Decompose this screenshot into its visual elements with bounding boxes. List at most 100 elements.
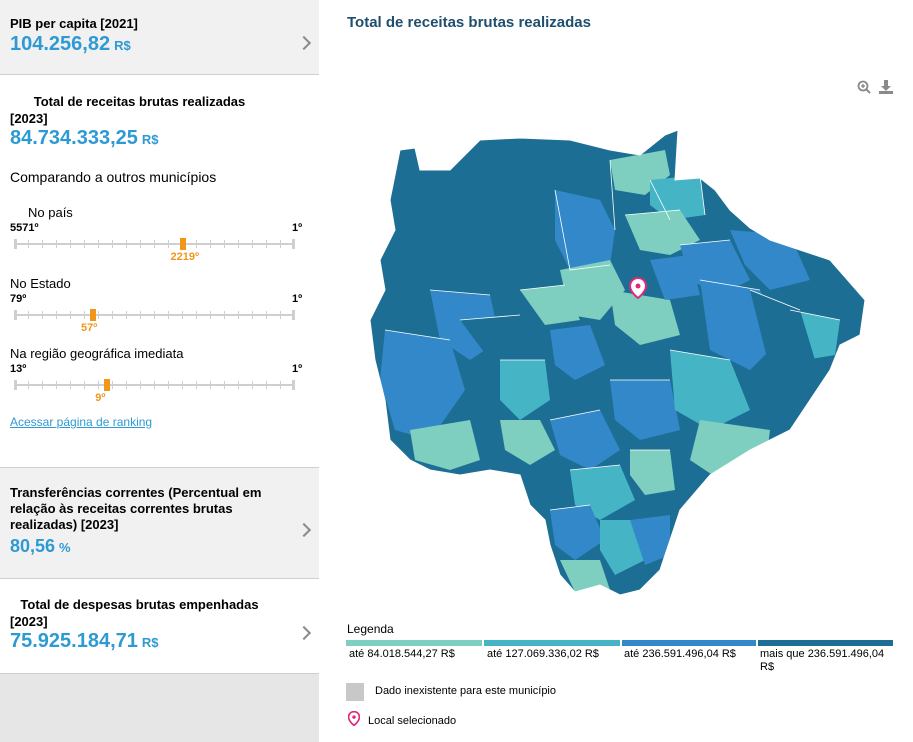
choropleth-map[interactable]: [370, 120, 870, 600]
ranking-tick: [112, 381, 113, 389]
download-icon[interactable]: [879, 80, 893, 94]
map-title: Total de receitas brutas realizadas: [347, 14, 591, 31]
map-region[interactable]: [610, 380, 680, 440]
map-region[interactable]: [550, 410, 620, 470]
chevron-right-icon[interactable]: [296, 35, 312, 51]
ranking-tick: [14, 310, 17, 320]
despesas-unit: R$: [141, 635, 159, 650]
ranking-track: [14, 238, 295, 250]
ranking-tick: [224, 311, 225, 319]
chevron-right-icon[interactable]: [296, 522, 312, 538]
map-region[interactable]: [500, 420, 555, 465]
ranking-tick: [168, 381, 169, 389]
map-region[interactable]: [550, 505, 605, 560]
ranking-tick: [126, 311, 127, 319]
despesas-year: [2023]: [10, 614, 48, 629]
map-region[interactable]: [630, 450, 675, 495]
ranking-marker: [104, 379, 111, 391]
legend-label-1: até 84.018.544,27 R$: [349, 648, 455, 660]
legend-label-2: até 127.069.336,02 R$: [487, 648, 599, 660]
pib-card[interactable]: PIB per capita [2021] 104.256,82 R$: [0, 0, 319, 75]
legend-title: Legenda: [347, 622, 394, 636]
ranking-tick: [280, 240, 281, 248]
receitas-title: Total de receitas brutas realizadas: [33, 94, 246, 109]
map-region[interactable]: [550, 325, 605, 380]
despesas-value: 75.925.184,71: [10, 630, 138, 652]
transferencias-card[interactable]: Transferências correntes (Percentual em …: [0, 468, 319, 579]
ranking-value: 2219º: [170, 251, 200, 263]
ranking-tick: [98, 240, 99, 248]
ranking-value: 57º: [80, 322, 98, 334]
ranking-tick: [210, 311, 211, 319]
despesas-card[interactable]: Total de despesas brutas empenhadas [202…: [0, 579, 319, 674]
ranking-tick: [154, 311, 155, 319]
ranking-tick: [266, 381, 267, 389]
map-region[interactable]: [555, 190, 615, 270]
map-region[interactable]: [630, 515, 670, 565]
location-pin-icon[interactable]: [628, 276, 648, 300]
transferencias-value: 80,56: [10, 536, 56, 556]
map-region[interactable]: [560, 260, 625, 320]
ranking-tick: [238, 311, 239, 319]
ranking-tick: [266, 240, 267, 248]
ranking-tick: [126, 381, 127, 389]
ranking-link[interactable]: Acessar página de ranking: [10, 415, 153, 429]
ranking-tick: [84, 311, 85, 319]
ranking-tick: [168, 311, 169, 319]
map-region[interactable]: [600, 520, 645, 575]
ranking-tick: [182, 311, 183, 319]
ranking-tick: [224, 240, 225, 248]
ranking-track: [14, 379, 295, 391]
ranking-tick: [56, 311, 57, 319]
map-region[interactable]: [650, 255, 700, 300]
map-region[interactable]: [610, 290, 680, 345]
zoom-in-icon[interactable]: [857, 80, 871, 94]
selected-location-label: Local selecionado: [368, 715, 457, 727]
location-pin-icon: [348, 711, 360, 726]
ranking-tick: [42, 311, 43, 319]
no-data-swatch: [346, 683, 364, 701]
ranking-tick: [28, 381, 29, 389]
ranking-tick: [210, 240, 211, 248]
receitas-value: 84.734.333,25: [10, 127, 138, 149]
legend-swatch-3: [622, 640, 756, 646]
map-region[interactable]: [500, 360, 550, 420]
map-region[interactable]: [680, 240, 750, 295]
ranking-tick: [196, 240, 197, 248]
chevron-right-icon[interactable]: [296, 625, 312, 641]
legend-label-3: até 236.591.496,04 R$: [624, 648, 736, 660]
compare-title: Comparando a outros municípios: [10, 169, 217, 185]
ranking-tick: [70, 311, 71, 319]
map-region[interactable]: [520, 285, 580, 325]
ranking-tick: [14, 239, 17, 249]
map-region[interactable]: [460, 315, 530, 360]
map-region[interactable]: [380, 330, 465, 440]
ranking-tick: [182, 381, 183, 389]
map-region[interactable]: [625, 210, 700, 255]
pib-unit: R$: [114, 38, 131, 53]
ranking-tick: [56, 240, 57, 248]
receitas-unit: R$: [141, 132, 159, 147]
map-region[interactable]: [750, 290, 815, 390]
map-region[interactable]: [410, 420, 480, 470]
ranking-tick: [84, 381, 85, 389]
ranking-tick: [210, 381, 211, 389]
ranking-tick: [292, 380, 295, 390]
ranking-tick: [126, 240, 127, 248]
legend-swatch-1: [346, 640, 482, 646]
map-borders: [384, 159, 841, 511]
receitas-value-row: 84.734.333,25 R$: [10, 127, 159, 150]
ranking-marker: [89, 309, 96, 321]
ranking-tick: [70, 381, 71, 389]
ranking-tick: [196, 381, 197, 389]
map-region[interactable]: [670, 350, 750, 430]
ranking-tick: [98, 381, 99, 389]
ranking-min: 13º: [10, 363, 27, 375]
map-region[interactable]: [560, 560, 610, 592]
map-region[interactable]: [650, 175, 705, 220]
ranking-tick: [140, 381, 141, 389]
ranking-value: 9º: [95, 392, 106, 404]
ranking-tick: [14, 380, 17, 390]
ranking-tick: [280, 311, 281, 319]
ranking-tick: [238, 240, 239, 248]
